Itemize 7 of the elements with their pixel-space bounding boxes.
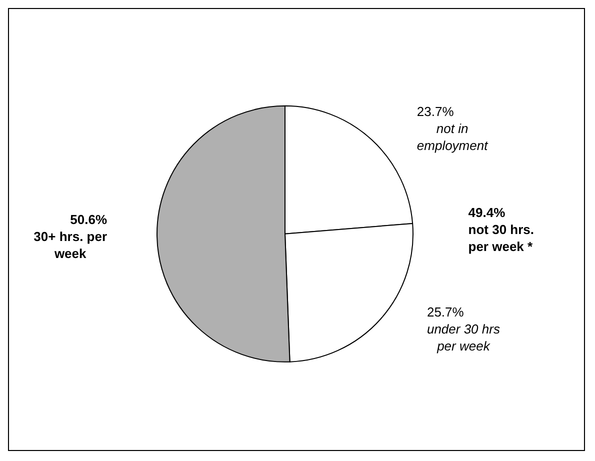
data-label: 25.7% xyxy=(426,304,464,320)
data-label: 23.7% xyxy=(416,104,454,120)
text: 49.4% not 30 hrs. per week * xyxy=(468,205,534,254)
data-label: 50.6% xyxy=(70,212,108,228)
slice-label: not in employment xyxy=(416,121,490,154)
slice-label: 30+ hrs. per week xyxy=(34,229,108,262)
slice-label: under 30 hrs per week xyxy=(426,321,500,354)
